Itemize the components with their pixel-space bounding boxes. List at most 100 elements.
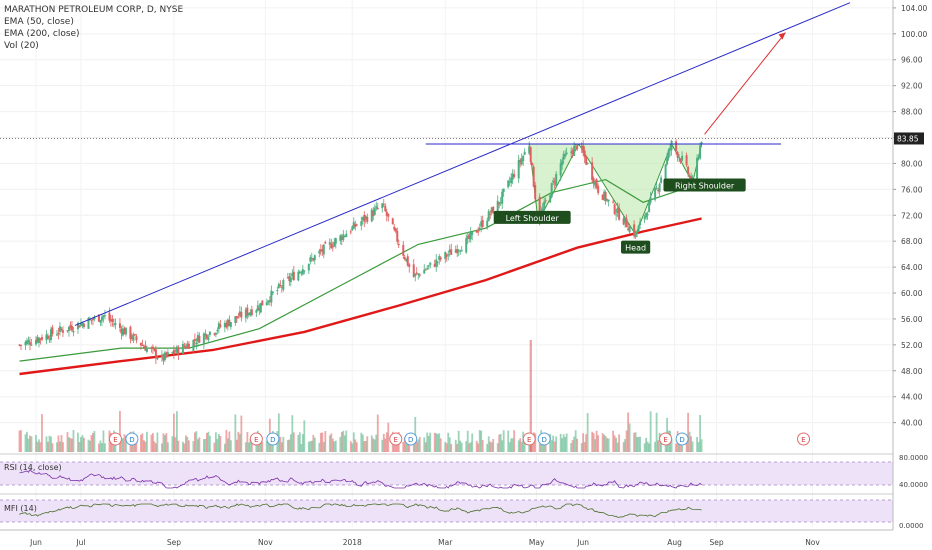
candle-body	[573, 145, 576, 156]
candle-body	[265, 302, 268, 306]
candle-body	[669, 149, 672, 151]
volume-bar	[141, 433, 144, 452]
candle-body	[237, 317, 240, 319]
candle-body	[342, 234, 345, 240]
candle-body	[328, 242, 331, 245]
earnings-marker	[108, 432, 122, 446]
earnings-marker	[249, 432, 263, 446]
candle-body	[216, 329, 219, 332]
volume-bar	[193, 432, 196, 452]
volume-bar	[152, 433, 154, 452]
candle-body	[424, 269, 427, 271]
volume-bar	[202, 439, 205, 452]
volume-bar	[352, 432, 355, 452]
volume-bar	[562, 434, 565, 452]
candle-body	[55, 334, 58, 336]
volume-bar	[71, 438, 73, 452]
candle-body	[381, 203, 384, 209]
volume-bar	[20, 430, 22, 452]
candle-body	[490, 207, 493, 213]
ema50-legend[interactable]: EMA (50, close)	[4, 17, 74, 27]
candle-body	[172, 349, 175, 354]
volume-bar	[125, 435, 127, 452]
volume-bar	[26, 431, 28, 452]
volume-bar	[261, 441, 264, 452]
candle-body	[229, 322, 232, 327]
mfi-tick: 0.0000	[899, 522, 924, 530]
volume-bar	[72, 430, 75, 452]
volume-bar	[235, 439, 238, 452]
candle-body	[679, 158, 682, 162]
volume-legend[interactable]: Vol (20)	[4, 41, 39, 51]
volume-bar	[225, 430, 228, 452]
y-tick-label: 100.00	[901, 30, 927, 39]
volume-bar	[247, 442, 250, 452]
volume-bar	[403, 437, 406, 452]
candle-body	[181, 343, 184, 354]
candle-body	[24, 341, 27, 346]
volume-bar	[637, 436, 640, 452]
candle-body	[18, 344, 21, 346]
candle-body	[214, 332, 217, 335]
candle-body	[700, 142, 703, 144]
candle-body	[465, 238, 468, 253]
price-axis[interactable]: 104.00100.0096.0092.0088.0084.0080.0076.…	[892, 0, 927, 530]
volume-bar	[50, 436, 52, 452]
y-tick-label: 80.00	[901, 159, 923, 168]
candle-body	[225, 322, 228, 328]
volume-bar	[445, 443, 448, 452]
volume-bar	[249, 438, 252, 452]
time-axis[interactable]: Jun Jul Sep Nov 2018 Mar May Jun Aug Sep Nov	[0, 529, 893, 547]
candle-body	[583, 150, 586, 158]
candle-body	[418, 274, 421, 276]
candle-body	[370, 209, 373, 222]
candle-body	[318, 250, 321, 254]
volume-bar	[385, 432, 388, 452]
volume-bar	[435, 433, 438, 452]
volume-bar	[66, 432, 69, 452]
volume-bar	[534, 433, 537, 452]
volume-bar	[382, 433, 385, 452]
candle-body	[592, 178, 595, 184]
y-tick-label: 44.00	[901, 393, 923, 402]
candle-body	[633, 224, 636, 237]
volume-bar	[18, 430, 21, 452]
volume-bar	[678, 443, 680, 452]
volume-bar	[394, 442, 397, 452]
earnings-marker	[659, 432, 673, 446]
candle-body	[60, 328, 63, 330]
volume-bar	[417, 439, 420, 452]
volume-bar	[655, 412, 658, 452]
candle-body	[373, 208, 376, 215]
volume-bar	[376, 414, 379, 452]
volume-bar	[466, 430, 469, 452]
candle-body	[46, 335, 49, 339]
candle-body	[439, 257, 442, 260]
volume-bar	[574, 430, 577, 452]
candle-body	[246, 307, 249, 316]
mfi-line	[19, 503, 702, 518]
y-tick-label: 56.00	[901, 315, 923, 324]
candle-body	[268, 300, 271, 302]
volume-bar	[460, 442, 463, 452]
volume-bar	[393, 440, 396, 452]
trend-line	[74, 2, 851, 326]
candle-body	[625, 218, 628, 228]
candle-body	[100, 316, 103, 321]
volume-bar	[250, 437, 253, 452]
candle-body	[319, 249, 322, 252]
candle-body	[228, 319, 231, 326]
candle-body	[256, 305, 259, 311]
candle-body	[45, 334, 48, 341]
candle-body	[697, 157, 700, 159]
volume-bar	[550, 440, 553, 452]
volume-bar	[267, 440, 270, 452]
candle-body	[408, 264, 411, 267]
ema200-legend[interactable]: EMA (200, close)	[4, 29, 80, 39]
symbol-title[interactable]: MARATHON PETROLEUM CORP, D, NYSE	[4, 5, 184, 15]
volume-bar	[30, 436, 33, 452]
candle-body	[132, 334, 135, 341]
candle-body	[520, 158, 523, 165]
